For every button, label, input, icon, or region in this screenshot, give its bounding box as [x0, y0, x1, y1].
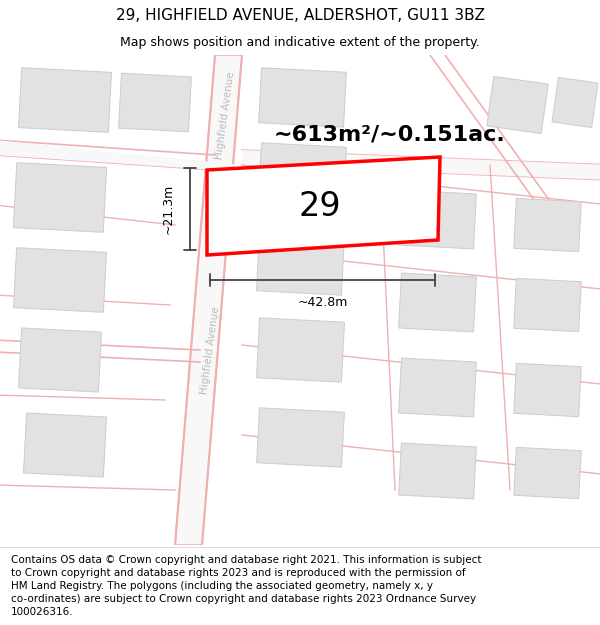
Bar [256, 231, 344, 295]
Text: 29: 29 [299, 191, 341, 224]
Text: 29, HIGHFIELD AVENUE, ALDERSHOT, GU11 3BZ: 29, HIGHFIELD AVENUE, ALDERSHOT, GU11 3B… [115, 8, 485, 23]
Text: ~42.8m: ~42.8m [298, 296, 347, 309]
Bar [13, 248, 107, 312]
Bar [398, 190, 476, 249]
Bar [256, 318, 344, 382]
Text: Highfield Avenue: Highfield Avenue [199, 306, 221, 394]
Bar [23, 413, 107, 477]
Bar [514, 363, 581, 417]
Text: Highfield Avenue: Highfield Avenue [214, 71, 236, 159]
Polygon shape [175, 55, 242, 545]
Bar [487, 76, 548, 134]
Bar [398, 358, 476, 417]
Text: ~21.3m: ~21.3m [161, 184, 175, 234]
Bar [19, 328, 101, 392]
Bar [514, 278, 581, 332]
Polygon shape [0, 140, 242, 170]
Polygon shape [242, 150, 600, 180]
Bar [119, 73, 191, 132]
Bar [257, 408, 344, 467]
Bar [398, 443, 476, 499]
Text: Contains OS data © Crown copyright and database right 2021. This information is : Contains OS data © Crown copyright and d… [11, 554, 481, 618]
Bar [13, 162, 107, 232]
Bar [552, 78, 598, 128]
Bar [259, 143, 346, 202]
Polygon shape [207, 157, 440, 255]
Bar [259, 68, 346, 127]
Bar [514, 448, 581, 499]
Bar [398, 273, 476, 332]
Bar [19, 68, 112, 132]
Text: Map shows position and indicative extent of the property.: Map shows position and indicative extent… [120, 36, 480, 49]
Bar [514, 198, 581, 252]
Text: ~613m²/~0.151ac.: ~613m²/~0.151ac. [274, 125, 506, 145]
